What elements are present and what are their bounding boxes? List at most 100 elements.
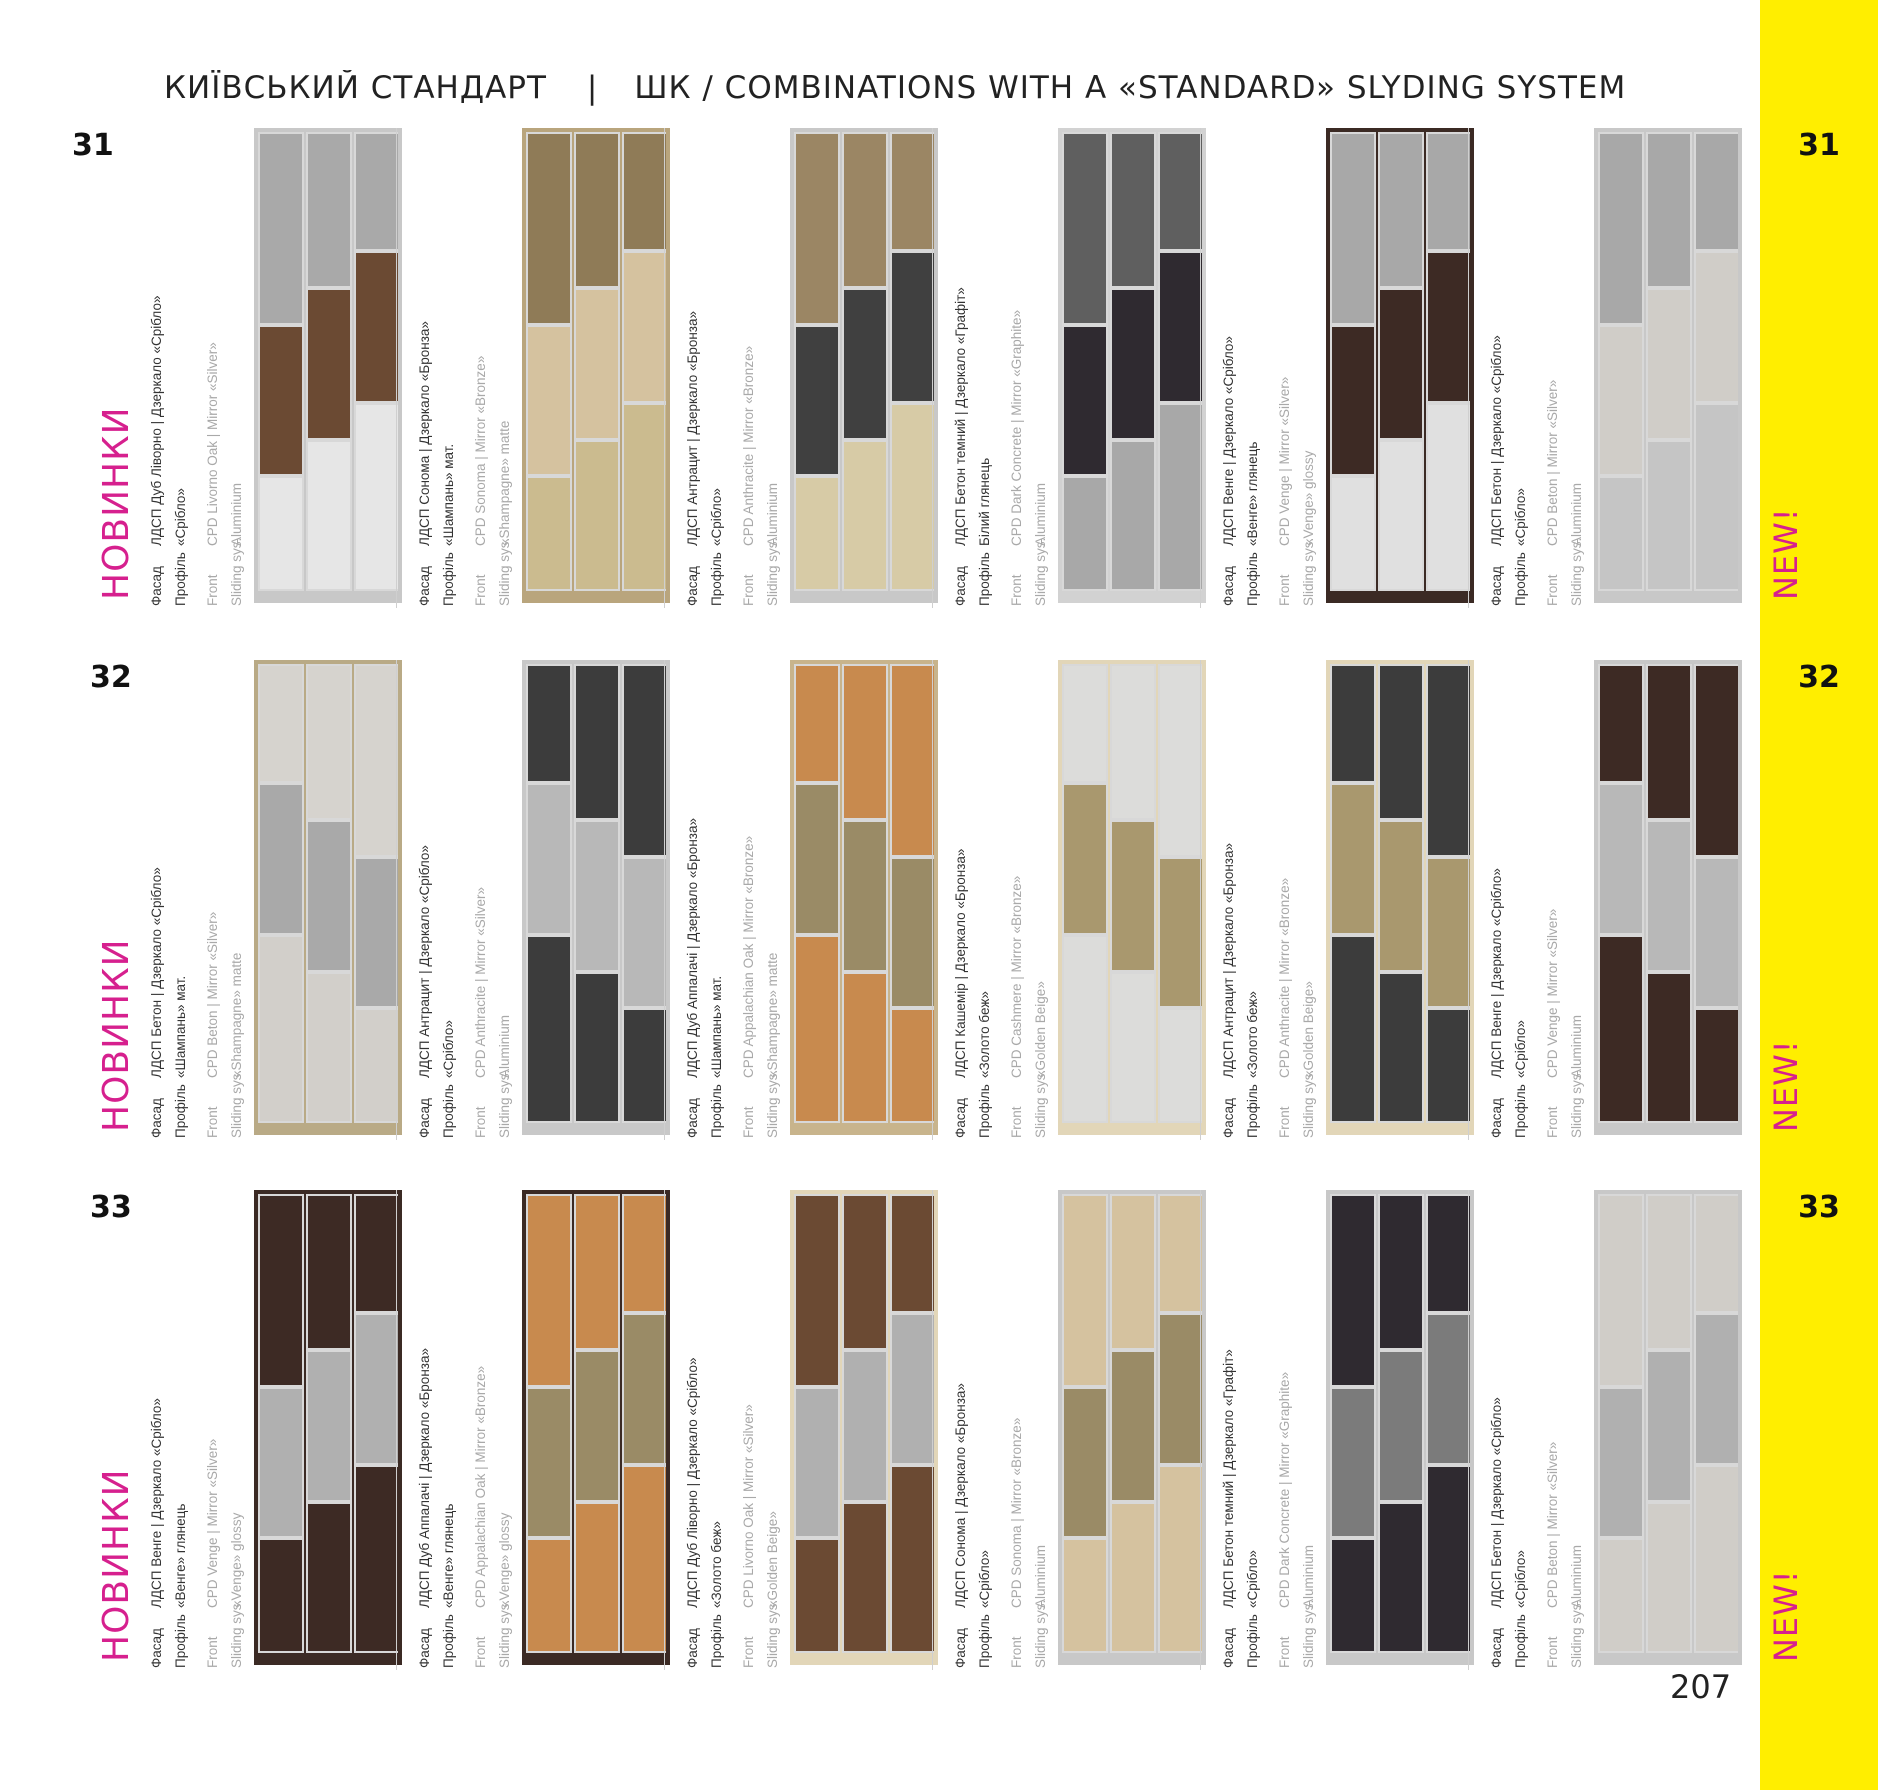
wardrobe-card[interactable]: Фасад ЛДСП Антрацит | Дзеркало «Бронза» Пр…	[664, 128, 944, 608]
spec-line-front: Front CPD Anthracite | Mirror «Silver»	[473, 887, 488, 1138]
spec-line-sliding: Sliding sys.Aluminium	[1569, 483, 1584, 606]
spec-line-facade: Фасад ЛДСП Сонома | Дзеркало «Бронза»	[417, 321, 432, 606]
sliding-door	[1426, 1194, 1470, 1653]
row-number-right: 33	[1798, 1190, 1840, 1225]
spec-value-profile: «Золото беж»	[709, 1521, 724, 1608]
new-badge: NEW!	[1767, 1039, 1805, 1132]
wardrobe-card[interactable]: Фасад ЛДСП Антрацит | Дзеркало «Срібло» Пр…	[396, 660, 676, 1140]
wardrobe-card[interactable]: Фасад ЛДСП Дуб Ліворно | Дзеркало «Срібло…	[664, 1190, 944, 1670]
door-panel-top	[622, 132, 666, 252]
wardrobe-card[interactable]: Фасад ЛДСП Антрацит | Дзеркало «Бронза» Пр…	[1200, 660, 1480, 1140]
sliding-door	[306, 132, 352, 591]
spec-line-profile: Профіль «Срібло»	[1513, 1550, 1528, 1668]
door-panel-mid	[354, 1313, 398, 1465]
spec-key-front: Front	[205, 1636, 220, 1668]
wardrobe-card[interactable]: Фасад ЛДСП Дуб Аппалачі | Дзеркало «Бронз…	[664, 660, 944, 1140]
door-panel-mid	[1646, 288, 1692, 440]
spec-line-sliding: Sliding sys.Aluminium	[1569, 1544, 1584, 1668]
door-panel-mid	[574, 820, 620, 972]
wardrobe-card[interactable]: Фасад ЛДСП Бетон темний | Дзеркало «Графі…	[932, 128, 1212, 608]
wardrobe-card[interactable]: Фасад ЛДСП Бетон | Дзеркало «Срібло» Профі…	[1468, 1190, 1748, 1670]
door-panel-bottom	[1110, 1501, 1156, 1653]
spec-value-sliding: Aluminium	[1033, 482, 1048, 546]
door-panel-mid	[1646, 1350, 1692, 1502]
spec-line-profile: Профіль «Венге» глянець	[1245, 442, 1260, 606]
wardrobe-card[interactable]: Фасад ЛДСП Бетон | Дзеркало «Срібло» Профі…	[140, 660, 408, 1140]
door-panel-top	[1062, 1194, 1108, 1387]
sliding-door	[622, 1194, 666, 1653]
wardrobe-card[interactable]: Фасад ЛДСП Венге | Дзеркало «Срібло» Профі…	[140, 1190, 408, 1670]
spec-labels: Фасад ЛДСП Кашемір | Дзеркало «Бронза» Про…	[944, 660, 1056, 1140]
card-divider	[1200, 1190, 1201, 1670]
sliding-door	[1646, 132, 1692, 591]
spec-labels: Фасад ЛДСП Венге | Дзеркало «Срібло» Профі…	[1480, 660, 1592, 1140]
door-panel-mid	[354, 251, 398, 403]
wardrobe-card[interactable]: Фасад ЛДСП Венге | Дзеркало «Срібло» Профі…	[1200, 128, 1480, 608]
door-panel-bottom	[1598, 934, 1644, 1123]
wardrobe-card[interactable]: Фасад ЛДСП Венге | Дзеркало «Срібло» Профі…	[1468, 660, 1748, 1140]
spec-value-sliding: Aluminium	[1569, 1544, 1584, 1608]
page-header: КИЇВСЬКИЙ СТАНДАРТ | ШК / COMBINATIONS WIT…	[164, 70, 1764, 114]
door-panel-top	[354, 132, 398, 252]
sliding-door	[1378, 1194, 1424, 1653]
wardrobe-card[interactable]: Фасад ЛДСП Сонома | Дзеркало «Бронза» Проф…	[396, 128, 676, 608]
sliding-door	[1426, 132, 1470, 591]
door-panel-top	[794, 1194, 840, 1387]
spec-key-profile: Профіль	[1513, 1614, 1528, 1668]
spec-key-profile: Профіль	[441, 1614, 456, 1668]
spec-line-profile: Профіль Білий глянець	[977, 458, 992, 606]
door-panel-bottom	[1110, 971, 1156, 1123]
spec-line-facade: Фасад ЛДСП Антрацит | Дзеркало «Бронза»	[685, 310, 700, 606]
spec-key-facade: Фасад	[685, 566, 700, 606]
door-panel-mid	[574, 1350, 620, 1502]
wardrobe-card[interactable]: Фасад ЛДСП Дуб Аппалачі | Дзеркало «Бронз…	[396, 1190, 676, 1670]
door-panel-top	[526, 664, 572, 784]
spec-value-sliding: «Venge» glossy	[497, 1512, 512, 1608]
spec-line-facade: Фасад ЛДСП Дуб Аппалачі | Дзеркало «Бронз…	[685, 818, 700, 1138]
spec-value-facade: ЛДСП Бетон | Дзеркало «Срібло»	[1489, 335, 1504, 546]
spec-value-facade: ЛДСП Дуб Ліворно | Дзеркало «Срібло»	[149, 295, 164, 546]
sliding-door	[1694, 132, 1738, 591]
spec-key-front: Front	[205, 1106, 220, 1138]
door-panel-bottom	[622, 1008, 666, 1123]
spec-key-sliding: Sliding sys.	[1301, 537, 1316, 606]
spec-value-front: CPD Venge | Mirror «Silver»	[205, 1438, 220, 1608]
spec-value-front: CPD Beton | Mirror «Silver»	[1545, 1441, 1560, 1608]
door-panel-bottom	[306, 1501, 352, 1653]
door-panel-top	[574, 664, 620, 821]
door-panel-bottom	[1378, 971, 1424, 1123]
door-panel-top	[1646, 664, 1692, 821]
wardrobe-card[interactable]: Фасад ЛДСП Бетон | Дзеркало «Срібло» Профі…	[1468, 128, 1748, 608]
door-panel-bottom	[1694, 1008, 1738, 1123]
wardrobe-card[interactable]: Фасад ЛДСП Сонома | Дзеркало «Бронза» Проф…	[932, 1190, 1212, 1670]
spec-key-profile: Профіль	[1513, 552, 1528, 606]
door-panel-mid	[890, 856, 934, 1009]
sliding-door	[622, 132, 666, 591]
wardrobe-image	[1058, 660, 1206, 1135]
spec-value-sliding: Aluminium	[229, 482, 244, 546]
door-panel-bottom	[354, 1464, 398, 1653]
page-number: 207	[1670, 1668, 1732, 1706]
spec-key-profile: Профіль	[1245, 1614, 1260, 1668]
spec-value-facade: ЛДСП Антрацит | Дзеркало «Бронза»	[685, 310, 700, 546]
spec-value-front: CPD Venge | Mirror «Silver»	[1545, 908, 1560, 1078]
spec-value-profile: «Золото беж»	[977, 991, 992, 1078]
wardrobe-card[interactable]: Фасад ЛДСП Кашемір | Дзеркало «Бронза» Про…	[932, 660, 1212, 1140]
spec-line-front: Front CPD Dark Concrete | Mirror «Graphit…	[1277, 1372, 1292, 1668]
door-panel-top	[526, 132, 572, 325]
spec-line-facade: Фасад ЛДСП Бетон темний | Дзеркало «Графі…	[953, 287, 968, 606]
spec-value-front: CPD Livorno Oak | Mirror «Silver»	[741, 1404, 756, 1608]
door-panel-top	[306, 132, 352, 289]
door-panel-mid	[306, 1350, 352, 1502]
spec-value-front: CPD Venge | Mirror «Silver»	[1277, 376, 1292, 546]
wardrobe-card[interactable]: Фасад ЛДСП Бетон темний | Дзеркало «Графі…	[1200, 1190, 1480, 1670]
wardrobe-card[interactable]: Фасад ЛДСП Дуб Ліворно | Дзеркало «Срібло…	[140, 128, 408, 608]
wardrobe-image	[522, 660, 670, 1135]
door-panel-top	[890, 1194, 934, 1314]
wardrobe-image	[522, 128, 670, 603]
spec-key-facade: Фасад	[685, 1628, 700, 1668]
spec-key-profile: Профіль	[709, 1084, 724, 1138]
section-label-novinky: НОВИНКИ	[96, 406, 137, 600]
spec-value-facade: ЛДСП Кашемір | Дзеркало «Бронза»	[953, 848, 968, 1078]
sliding-door	[1598, 664, 1644, 1123]
